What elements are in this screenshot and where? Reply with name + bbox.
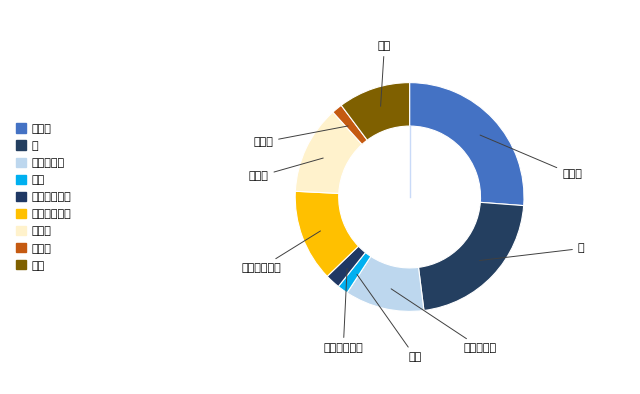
Text: 不詳: 不詳 (378, 41, 391, 106)
Wedge shape (333, 105, 367, 144)
Text: その他の親族: その他の親族 (323, 268, 363, 353)
Wedge shape (295, 112, 362, 193)
Text: 子の配偶者: 子の配偶者 (391, 289, 497, 353)
Wedge shape (410, 83, 524, 206)
Wedge shape (341, 83, 410, 140)
Wedge shape (419, 203, 524, 310)
Text: 父母: 父母 (357, 274, 422, 362)
Wedge shape (295, 191, 358, 276)
Legend: 配偶者, 子, 子の配偶者, 父母, その他の親族, 別居の家族等, 事業者, その他, 不詳: 配偶者, 子, 子の配偶者, 父母, その他の親族, 別居の家族等, 事業者, … (12, 119, 76, 275)
Wedge shape (327, 246, 365, 286)
Text: 事業者: 事業者 (249, 158, 323, 181)
Text: 配偶者: 配偶者 (480, 135, 582, 179)
Text: 別居の家族等: 別居の家族等 (241, 231, 321, 273)
Text: その他: その他 (253, 126, 348, 147)
Text: 子: 子 (479, 243, 584, 260)
Wedge shape (347, 256, 424, 311)
Wedge shape (339, 253, 371, 293)
